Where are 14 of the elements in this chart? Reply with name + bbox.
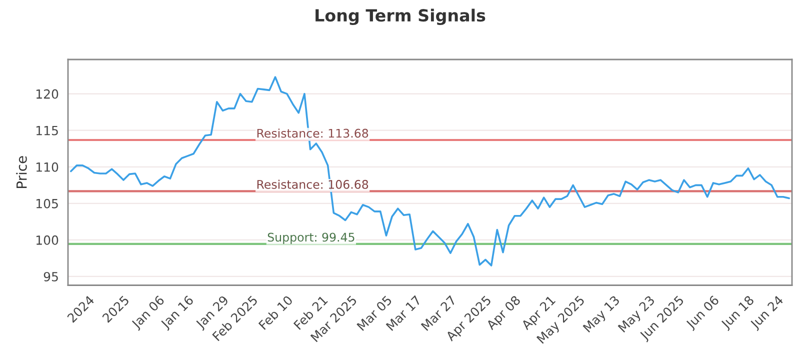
y-tick-label: 95 [44,272,58,282]
y-tick-label: 100 [36,235,58,245]
y-tick-label: 115 [36,126,58,136]
x-tick-label: Feb 10 [258,294,294,330]
y-tick-label: 105 [36,198,58,208]
x-tick-label: Jun 06 [685,294,722,332]
ref-line-label: Support: 99.45 [268,232,354,244]
y-axis-title: Price [16,156,27,188]
ref-line-label: Resistance: 113.68 [257,128,368,138]
ref-line-label: Resistance: 106.68 [257,180,368,189]
line-series [70,76,790,266]
y-tick-label: 120 [36,89,58,99]
chart-title: Long Term Signals [316,8,486,26]
y-tick-label: 110 [36,162,58,172]
